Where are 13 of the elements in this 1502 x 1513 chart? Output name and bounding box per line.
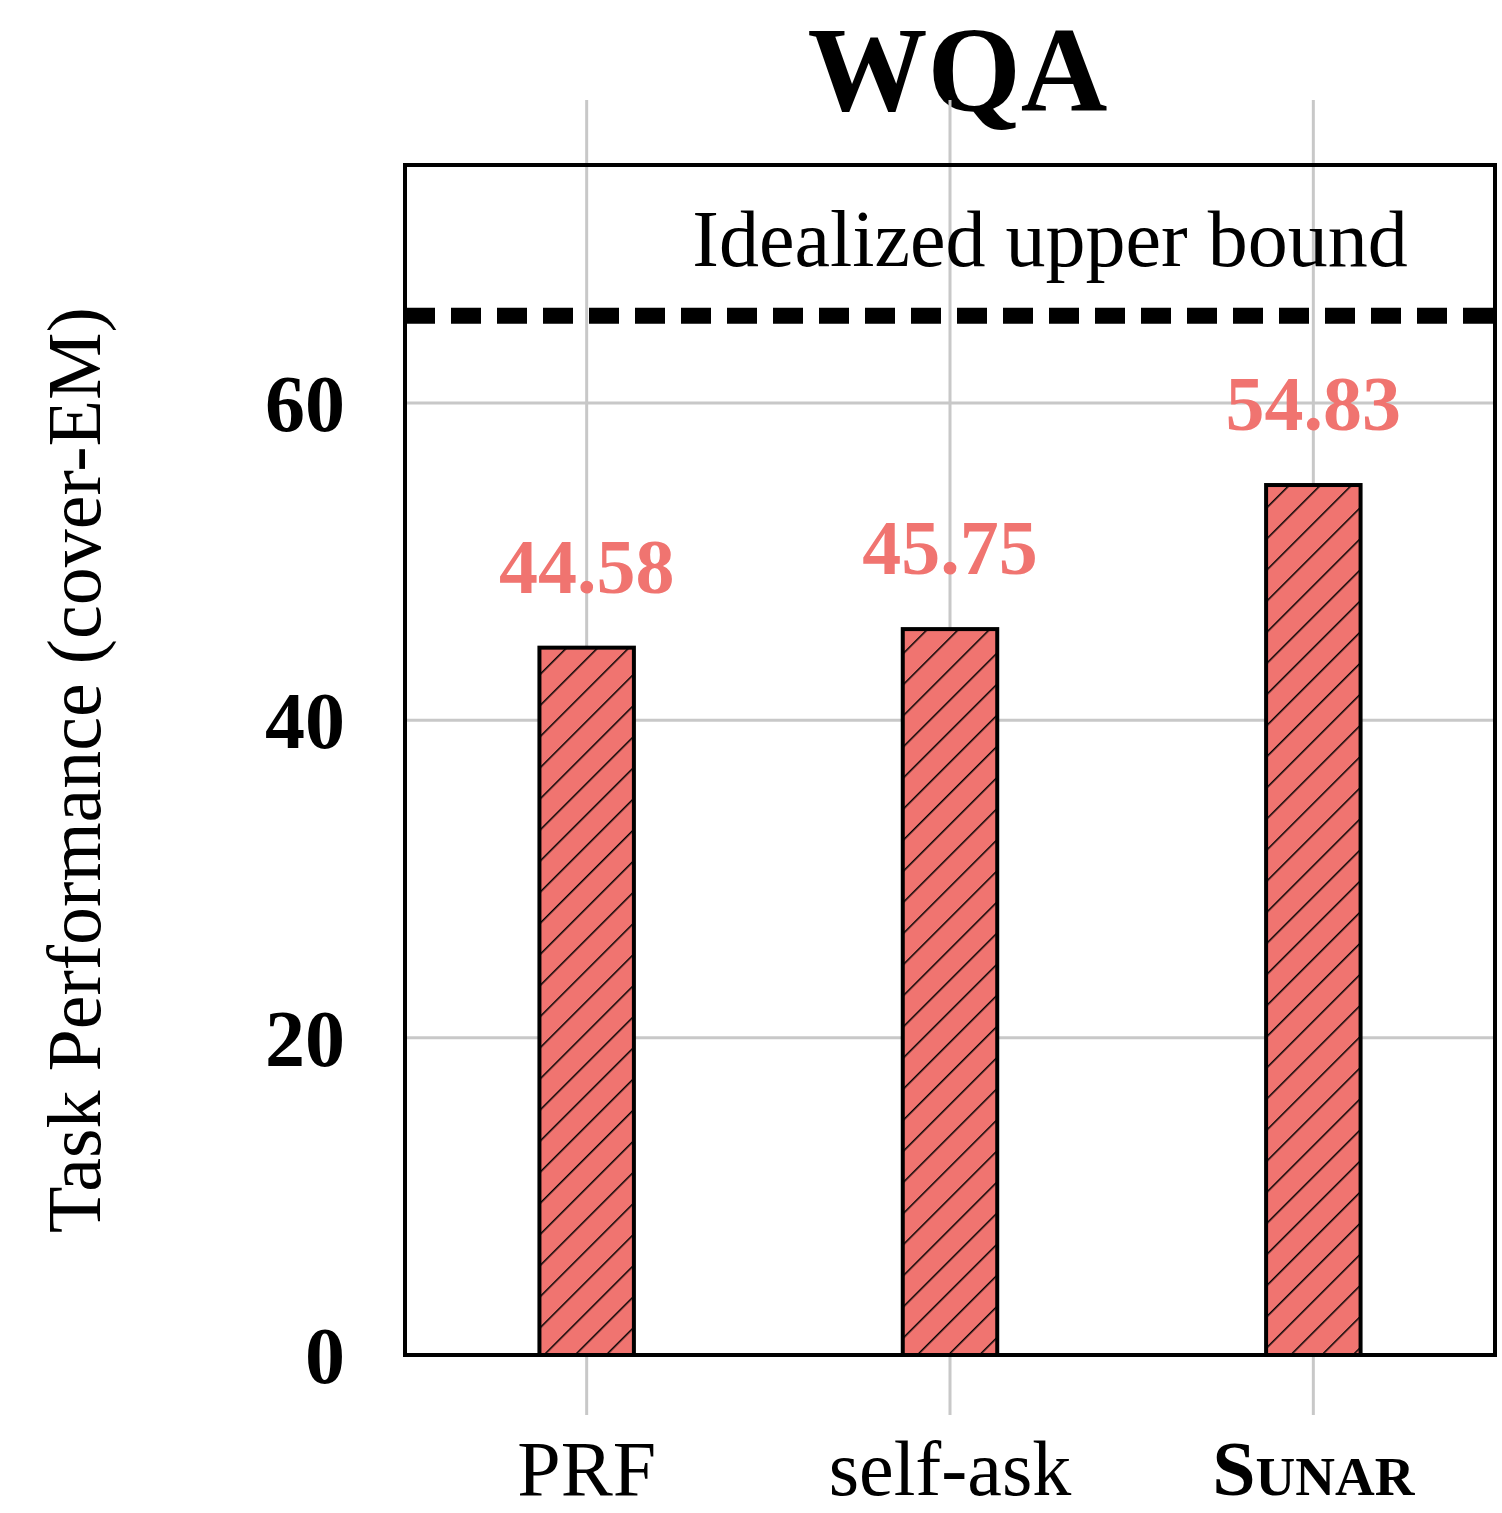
data-label: 45.75 — [862, 504, 1038, 592]
y-tick-label: 40 — [265, 677, 345, 766]
y-tick-label: 0 — [305, 1312, 345, 1400]
data-label: 54.83 — [1225, 360, 1402, 448]
chart-title: WQA — [807, 3, 1108, 136]
x-tick-label: PRF — [517, 1425, 657, 1512]
y-tick-label: 60 — [265, 360, 345, 448]
x-tick-label: self-ask — [828, 1425, 1072, 1512]
ref-line-label: Idealized upper bound — [692, 194, 1408, 283]
y-tick-label: 20 — [265, 994, 345, 1083]
y-axis-title: Task Performance (cover-EM) — [32, 307, 117, 1233]
data-label: 44.58 — [498, 522, 675, 610]
x-tick-label: Sunar — [1212, 1425, 1416, 1512]
